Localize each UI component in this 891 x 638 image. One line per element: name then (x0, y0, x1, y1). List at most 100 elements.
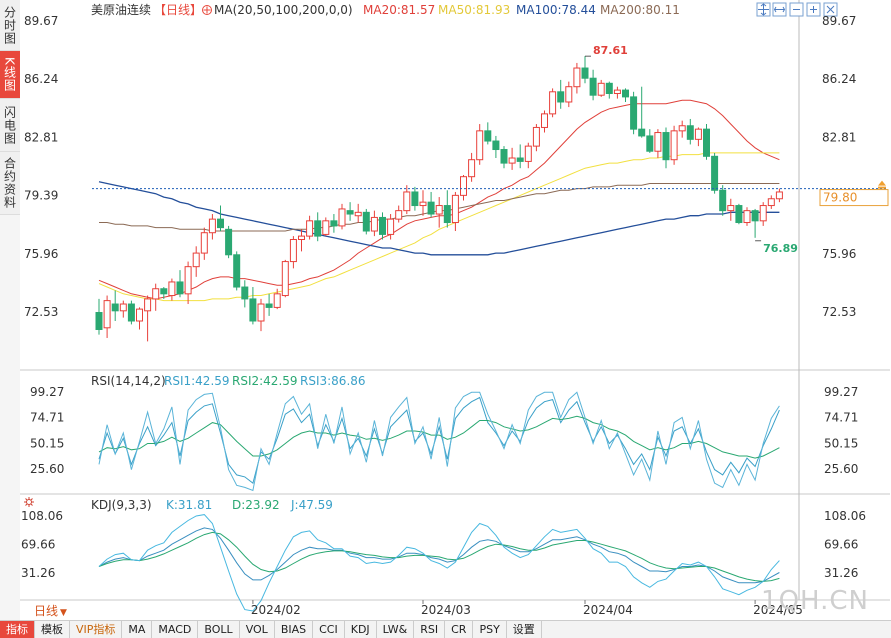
candle-up (775, 191, 783, 200)
candle-up (273, 293, 281, 308)
indicator-tab[interactable]: BOLL (198, 621, 240, 638)
candle-down (622, 89, 629, 98)
zoom-out-icon[interactable] (789, 2, 804, 17)
kdj-tick-label: 69.66 (21, 538, 55, 552)
low-annotation: 76.89 (755, 240, 798, 255)
price-tick-label: 75.96 (822, 247, 856, 261)
candle-up (678, 125, 686, 132)
candle-up (613, 89, 621, 94)
indicator-tab[interactable]: BIAS (275, 621, 314, 638)
date-tick-label: 2024/02 (251, 603, 301, 617)
candle-down (484, 130, 492, 142)
tab-flash-chart[interactable]: 闪电图 (0, 99, 20, 152)
kdj-axis-left: 108.06 69.66 31.26 (21, 509, 63, 580)
indicator-tab[interactable]: VOL (240, 621, 275, 638)
candle-down (557, 91, 565, 103)
candle-down (225, 228, 233, 256)
indicator-toolbar: 指标 模板 VIP指标 MA MACD BOLL VOL BIAS CCI KDJ LW& RSI CR… (0, 620, 891, 638)
indicator-tab[interactable]: KDJ (345, 621, 377, 638)
candle-down (379, 216, 386, 235)
candle-up (759, 205, 767, 222)
candle-down (605, 82, 613, 94)
rsi-tick-label: 25.60 (824, 462, 858, 476)
indicator-tab[interactable]: CCI (313, 621, 345, 638)
rsi1-line (98, 396, 780, 485)
price-tick-label: 82.81 (24, 130, 58, 144)
rsi-lines (98, 391, 780, 492)
candle-down (500, 149, 508, 164)
candle-up (451, 194, 459, 224)
candle-up (532, 126, 540, 147)
kdj-title: KDJ(9,3,3) (91, 498, 152, 512)
price-tick-label: 72.53 (822, 305, 856, 319)
ma-params-label: MA(20,50,100,200,0,0) (214, 3, 353, 17)
rsi-axis-right: 99.27 74.71 50.15 25.60 (824, 385, 858, 476)
candle-down (160, 288, 168, 295)
indicator-tab[interactable]: PSY (473, 621, 507, 638)
candle-down (217, 218, 224, 229)
candle-down (630, 96, 638, 130)
candle-up (103, 300, 111, 329)
indicator-tab[interactable]: MACD (152, 621, 199, 638)
chart-canvas[interactable]: 美原油连续 【日线】 MA(20,50,100,200,0,0) MA20:81… (20, 0, 891, 620)
candle-down (176, 281, 184, 295)
view-sidebar: 分时图 K线图 闪电图 合约资料 (0, 0, 21, 637)
rsi-title: RSI(14,14,2) (91, 374, 166, 388)
period-label[interactable]: 【日线】 (154, 3, 202, 17)
current-price-tag: 79.80 (819, 189, 889, 207)
date-tick-label: 2024/04 (583, 603, 633, 617)
candle-up (395, 210, 403, 220)
indicator-tab[interactable]: 模板 (35, 621, 70, 638)
kdj-tick-label: 69.66 (824, 538, 858, 552)
zoom-in-icon[interactable] (806, 2, 821, 17)
tab-contract-info[interactable]: 合约资料 (0, 152, 20, 215)
fit-screen-icon[interactable] (756, 2, 771, 17)
indicator-tab[interactable]: RSI (414, 621, 446, 638)
candle-down (241, 286, 249, 300)
candle-up (767, 198, 775, 207)
date-tick-label: 2024/03 (421, 603, 471, 617)
expand-icon[interactable] (772, 2, 787, 17)
current-price-arrow-icon (878, 180, 886, 189)
indicator-tab[interactable]: LW& (377, 621, 415, 638)
candle-up (168, 281, 176, 297)
rsi-tick-label: 99.27 (30, 385, 64, 399)
tab-timeshare[interactable]: 分时图 (0, 0, 20, 51)
candle-up (338, 208, 346, 227)
candle-up (435, 205, 443, 215)
rsi3-line (98, 391, 780, 492)
rsi1-value: RSI1:42.59 (164, 374, 230, 388)
price-axis-left: 89.67 86.24 82.81 79.39 75.96 72.53 (24, 14, 58, 319)
caret-down-icon: ▼ (60, 608, 67, 618)
candle-up (298, 235, 305, 241)
close-icon[interactable] (823, 2, 838, 17)
candle-down (411, 191, 419, 207)
chart-background (20, 0, 890, 620)
rsi3-value: RSI3:86.86 (300, 374, 366, 388)
kdj-settings-icon[interactable] (24, 497, 34, 507)
candle-up (322, 220, 330, 235)
svg-text:87.61: 87.61 (593, 44, 628, 57)
svg-text:79.80: 79.80 (823, 191, 857, 205)
candle-up (468, 159, 476, 178)
ma100-value: MA100:78.44 (516, 3, 596, 17)
instrument-title: 美原油连续 (91, 2, 151, 17)
candle-down (346, 210, 354, 215)
settings-icon[interactable] (202, 5, 212, 15)
kdj-d-line (98, 531, 780, 582)
indicator-tab[interactable]: CR (445, 621, 474, 638)
svg-text:76.89: 76.89 (763, 242, 798, 255)
candle-up (460, 176, 467, 196)
kdj-tick-label: 108.06 (21, 509, 63, 523)
candle-up (289, 239, 297, 263)
indicator-tab[interactable]: VIP指标 (70, 621, 123, 638)
indicator-tab[interactable]: MA (122, 621, 153, 638)
candle-down (427, 201, 435, 215)
indicator-tab[interactable]: 指标 (0, 621, 35, 638)
period-selector[interactable]: 日线 ▼ (20, 603, 72, 620)
indicator-tab[interactable]: 设置 (507, 621, 542, 638)
candle-down (516, 157, 524, 162)
price-tick-label: 72.53 (24, 305, 58, 319)
tab-kline[interactable]: K线图 (0, 51, 20, 99)
candle-up (387, 218, 395, 235)
